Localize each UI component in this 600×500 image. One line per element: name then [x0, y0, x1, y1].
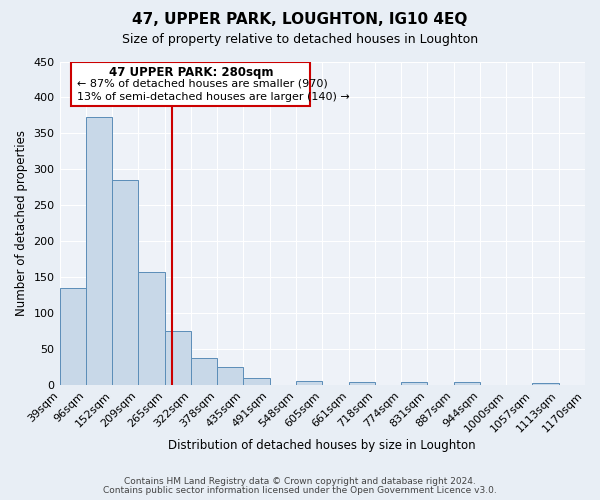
Bar [244, 378, 270, 386]
Bar [217, 368, 244, 386]
Bar [86, 117, 112, 386]
Text: 47, UPPER PARK, LOUGHTON, IG10 4EQ: 47, UPPER PARK, LOUGHTON, IG10 4EQ [133, 12, 467, 28]
Text: Size of property relative to detached houses in Loughton: Size of property relative to detached ho… [122, 32, 478, 46]
Bar [454, 382, 480, 386]
X-axis label: Distribution of detached houses by size in Loughton: Distribution of detached houses by size … [169, 440, 476, 452]
Text: ← 87% of detached houses are smaller (970): ← 87% of detached houses are smaller (97… [77, 79, 328, 89]
Text: 13% of semi-detached houses are larger (140) →: 13% of semi-detached houses are larger (… [77, 92, 349, 102]
Text: Contains HM Land Registry data © Crown copyright and database right 2024.: Contains HM Land Registry data © Crown c… [124, 477, 476, 486]
Bar [112, 180, 139, 386]
FancyBboxPatch shape [71, 62, 310, 106]
Bar [296, 381, 322, 386]
Bar [349, 382, 375, 386]
Bar [191, 358, 217, 386]
Text: Contains public sector information licensed under the Open Government Licence v3: Contains public sector information licen… [103, 486, 497, 495]
Bar [59, 288, 86, 386]
Text: 47 UPPER PARK: 280sqm: 47 UPPER PARK: 280sqm [109, 66, 273, 79]
Y-axis label: Number of detached properties: Number of detached properties [15, 130, 28, 316]
Bar [401, 382, 427, 386]
Bar [532, 383, 559, 386]
Bar [139, 272, 164, 386]
Bar [164, 332, 191, 386]
